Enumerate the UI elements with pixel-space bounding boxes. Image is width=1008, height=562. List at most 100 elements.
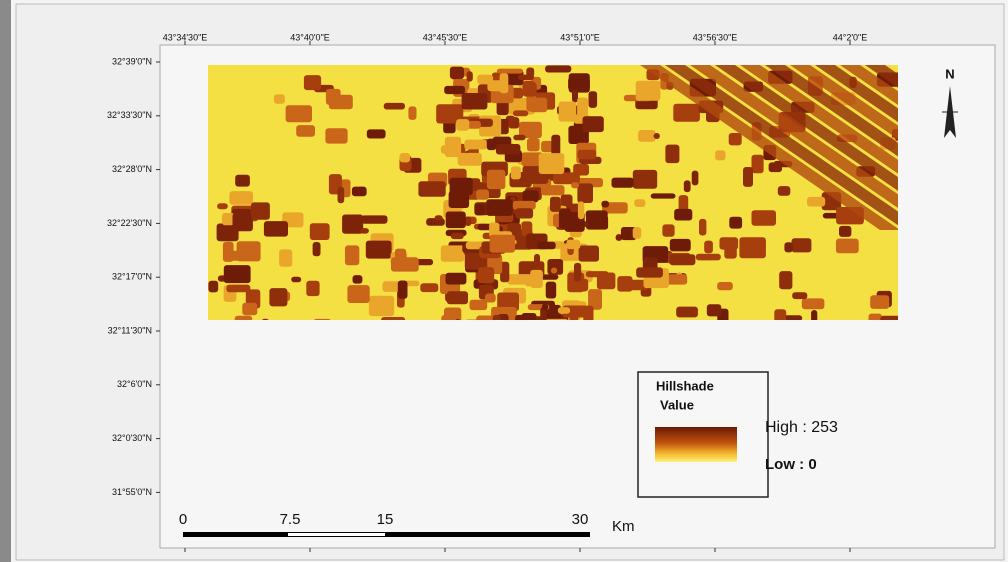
scale-label: 7.5 — [280, 511, 301, 528]
x-tick-label: 43°40'0"E — [290, 32, 330, 42]
raster-patch — [456, 119, 469, 131]
raster-patch — [807, 197, 825, 207]
raster-patch — [558, 307, 570, 314]
raster-patch — [485, 294, 496, 303]
x-tick-label: 43°51'0"E — [560, 32, 600, 42]
raster-patch — [513, 201, 536, 210]
raster-patch — [286, 105, 312, 122]
raster-patch — [546, 282, 557, 299]
raster-patch — [561, 195, 573, 206]
raster-patch — [462, 93, 488, 110]
raster-patch — [444, 86, 465, 94]
y-tick-label: 31°55'0"N — [112, 487, 152, 497]
raster-patch — [692, 171, 699, 186]
raster-patch — [487, 139, 496, 151]
raster-patch — [527, 138, 540, 151]
raster-patch — [398, 281, 408, 299]
raster-patch — [633, 170, 657, 189]
page: 43°34'30"E43°40'0"E43°45'30"E43°51'0"E43… — [0, 0, 1008, 562]
raster-patch — [474, 204, 484, 216]
raster-patch — [306, 281, 319, 296]
raster-patch — [523, 81, 536, 93]
raster-patch — [224, 251, 241, 261]
y-tick-label: 32°6'0"N — [117, 379, 152, 389]
raster-patch — [518, 75, 534, 80]
raster-patch — [752, 210, 777, 226]
raster-patch — [497, 69, 523, 74]
raster-patch — [836, 239, 859, 254]
raster-patch — [579, 246, 599, 262]
raster-patch — [512, 88, 523, 99]
raster-patch — [636, 267, 663, 277]
raster-patch — [541, 185, 565, 195]
raster-patch — [515, 208, 533, 218]
raster-patch — [571, 182, 579, 188]
raster-patch — [446, 273, 467, 285]
raster-patch — [633, 227, 642, 239]
raster-patch — [467, 121, 481, 129]
y-tick-label: 32°22'30"N — [107, 218, 152, 228]
y-tick-label: 32°0'30"N — [112, 433, 152, 443]
raster-patch — [526, 94, 536, 111]
raster-patch — [715, 150, 725, 160]
raster-patch — [467, 71, 473, 81]
raster-patch — [778, 186, 791, 196]
raster-patch — [451, 233, 464, 239]
raster-patch — [784, 242, 792, 252]
raster-patch — [662, 224, 674, 236]
raster-patch — [384, 103, 405, 110]
raster-patch — [450, 178, 473, 195]
raster-patch — [353, 275, 363, 284]
y-tick-label: 32°39'0"N — [112, 56, 152, 66]
raster-patch — [233, 213, 253, 231]
raster-patch — [752, 155, 764, 174]
raster-patch — [601, 201, 609, 208]
raster-patch — [779, 271, 792, 289]
raster-patch — [369, 296, 394, 316]
scale-label: 15 — [377, 511, 394, 528]
raster-patch — [391, 257, 419, 271]
raster-patch — [513, 135, 525, 141]
raster-patch — [743, 167, 753, 187]
raster-patch — [509, 117, 520, 128]
raster-patch — [802, 298, 825, 309]
scale-label: 30 — [572, 511, 589, 528]
raster-patch — [673, 104, 700, 122]
raster-patch — [217, 203, 228, 209]
raster-patch — [839, 226, 851, 237]
raster-patch — [304, 75, 321, 90]
raster-patch — [577, 183, 593, 203]
raster-patch — [559, 208, 571, 228]
raster-patch — [229, 191, 253, 205]
raster-patch — [769, 162, 782, 172]
raster-patch — [537, 242, 555, 250]
legend-ramp — [655, 427, 737, 462]
raster-patch — [464, 140, 487, 150]
legend-subtitle: Value — [660, 397, 694, 412]
raster-patch — [279, 249, 292, 266]
raster-patch — [366, 241, 392, 259]
hillshade-raster — [208, 65, 1008, 337]
raster-patch — [523, 190, 539, 202]
raster-patch — [617, 276, 632, 292]
raster-patch — [539, 153, 565, 174]
raster-patch — [486, 199, 513, 216]
raster-patch — [792, 292, 807, 299]
raster-patch — [707, 304, 722, 316]
x-tick-label: 43°45'30"E — [423, 32, 468, 42]
raster-patch — [670, 239, 691, 252]
raster-patch — [470, 300, 488, 310]
raster-patch — [274, 94, 285, 103]
side-strip — [0, 0, 11, 562]
raster-patch — [651, 193, 676, 198]
raster-patch — [242, 303, 257, 316]
legend-low: Low : 0 — [765, 456, 817, 473]
raster-patch — [450, 67, 464, 79]
raster-patch — [237, 241, 261, 261]
raster-patch — [490, 235, 515, 253]
raster-patch — [729, 133, 742, 145]
raster-patch — [296, 125, 315, 137]
raster-patch — [476, 190, 489, 200]
raster-patch — [458, 153, 482, 166]
raster-patch — [361, 215, 387, 223]
